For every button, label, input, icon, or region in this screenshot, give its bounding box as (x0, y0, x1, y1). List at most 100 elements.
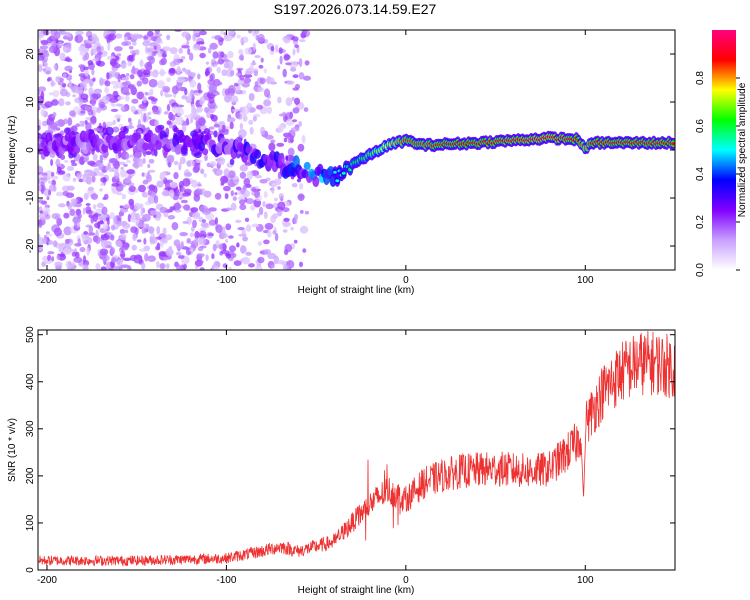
spectrogram-cell (257, 256, 265, 264)
spectrogram-cell (120, 250, 126, 259)
spectrogram-cell (301, 30, 307, 36)
spectrogram-cell (48, 180, 53, 184)
spectrogram-cell (209, 74, 214, 82)
spectrogram-cell (143, 113, 147, 123)
spectrogram-cell (208, 126, 215, 130)
spectrogram-cell (277, 260, 286, 265)
spectrogram-cell (263, 88, 271, 98)
spectrogram-cell (38, 90, 41, 96)
spectrogram-cell (48, 184, 56, 192)
spectrogram-cell (299, 39, 306, 43)
spectrogram-cell (70, 198, 78, 204)
spectrogram-cell (84, 106, 92, 111)
colorbar-label: Normalized spectral amplitude (737, 82, 748, 217)
spectrogram-cell (186, 238, 191, 243)
spectrogram-cell (147, 195, 156, 204)
spectrogram-cell (86, 247, 90, 256)
spectrogram-cell (198, 128, 202, 134)
spectrogram-cell (83, 157, 89, 163)
spectrogram-cell (123, 163, 128, 167)
spectrogram-cell (191, 179, 198, 188)
spectrogram-cell (242, 236, 249, 242)
spectrogram-cell (70, 261, 76, 267)
spectrogram-cell (149, 210, 158, 216)
spectrogram-cell (112, 126, 120, 133)
spectrogram-cell (99, 248, 109, 256)
spectrogram-cell (162, 46, 171, 52)
spectrogram-cell (293, 216, 298, 224)
spectrogram-cell (238, 233, 247, 237)
spectrogram-cell (270, 139, 276, 144)
spectrogram-cell (194, 211, 201, 218)
spectrogram-cell (40, 40, 49, 46)
spectrogram-cell (291, 96, 295, 101)
spectrogram-cell (225, 207, 232, 211)
spectrogram-cell (67, 42, 72, 49)
spectrogram-cell (268, 142, 276, 152)
spectrogram-cell (132, 162, 138, 168)
spectrogram-cell (120, 232, 127, 241)
spectrogram-cell (192, 113, 201, 121)
spectrogram-cell (87, 108, 93, 116)
spectrogram-cell (237, 113, 243, 120)
spectrogram-cell (110, 247, 116, 255)
spectrogram-cell (42, 255, 49, 262)
spectrogram-cell (263, 190, 268, 199)
spectrogram-cell (79, 120, 86, 125)
spectrogram-cell (196, 106, 203, 113)
spectrogram-cell (159, 68, 165, 77)
spectrogram-cell (154, 195, 159, 204)
spectrogram-cell (106, 72, 110, 80)
spectrogram-cell (105, 165, 109, 172)
spectrogram-cell (229, 158, 235, 165)
spectrogram-cell (276, 142, 285, 147)
spectrogram-cell (42, 175, 48, 183)
spectrogram-cell (190, 103, 195, 110)
spectrogram-cell (47, 251, 55, 255)
spectrogram-cell (265, 77, 275, 83)
spectrogram-cell (147, 226, 155, 234)
spectrogram-cell (192, 33, 197, 42)
spectrogram-cell (254, 175, 263, 179)
y-tick-label: 0 (25, 567, 36, 573)
spectrogram-cell (230, 95, 239, 104)
spectrogram-cell (190, 207, 199, 213)
colorbar-tick-label: 0.4 (695, 167, 706, 181)
spectrogram-cell (299, 225, 309, 234)
spectrogram-cell (46, 37, 53, 44)
spectrogram-cell (254, 55, 261, 59)
spectrogram-cell (110, 234, 115, 241)
spectrogram-cell (38, 219, 43, 229)
spectrogram-cell (279, 55, 283, 65)
spectrogram-cell (90, 115, 97, 124)
spectrogram-cell (47, 254, 52, 261)
spectrogram-cell (123, 36, 128, 42)
spectrogram-cell (99, 127, 103, 137)
spectrogram-cell (250, 62, 257, 66)
snr-x-axis: -200 -100 0 100 (37, 330, 594, 586)
spectrogram-cell (132, 41, 137, 46)
spectrogram-cell (248, 119, 254, 125)
spectrogram-cell (290, 67, 297, 72)
spectrogram-cell (110, 108, 119, 112)
spectrogram-cell (173, 92, 177, 98)
spectrogram-cell (148, 78, 158, 88)
snr-y-axis: 0 100 200 300 400 500 (25, 326, 675, 573)
spectrogram-cell (157, 80, 165, 89)
spectrogram-cell (193, 92, 201, 96)
spectrogram-cell (102, 127, 108, 135)
spectrogram-cell (88, 225, 94, 234)
spectrogram-cell (194, 230, 200, 239)
spectrogram-cell (178, 255, 185, 259)
spectrogram-cell (119, 246, 129, 251)
spectrogram-cell (245, 251, 252, 256)
spectrogram-cell (64, 238, 70, 245)
spectrogram-cell (128, 45, 134, 50)
spectrogram-cell (299, 183, 304, 190)
spectrogram-cell (142, 96, 147, 104)
spectrogram-cell (184, 88, 188, 96)
spectrogram-cell (208, 219, 217, 226)
spectrogram-cell (83, 264, 89, 270)
spectrogram-cell (77, 213, 82, 219)
